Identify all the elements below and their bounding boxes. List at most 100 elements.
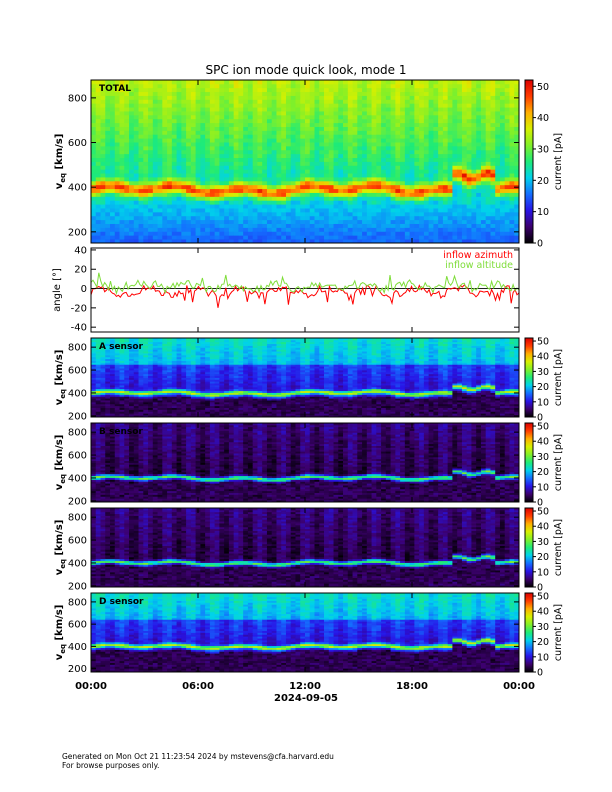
heatmap-cell xyxy=(214,161,220,166)
heatmap-cell xyxy=(214,184,220,190)
heatmap-cell xyxy=(371,122,377,127)
heatmap-cell xyxy=(490,91,496,96)
heatmap-cell xyxy=(195,177,201,182)
heatmap-cell xyxy=(271,161,277,166)
heatmap-cell xyxy=(461,161,468,166)
heatmap-cell xyxy=(152,373,158,377)
heatmap-cell xyxy=(461,231,468,236)
heatmap-cell xyxy=(276,149,282,155)
heatmap-cell xyxy=(362,126,368,131)
heatmap-cell xyxy=(266,211,273,217)
heatmap-cell xyxy=(271,200,277,205)
heatmap-cell xyxy=(442,99,449,104)
heatmap-cell xyxy=(114,349,120,352)
heatmap-cell xyxy=(167,339,173,343)
heatmap-cell xyxy=(433,99,439,104)
heatmap-cell xyxy=(190,142,197,147)
heatmap-cell xyxy=(138,343,144,346)
heatmap-cell xyxy=(485,126,491,131)
heatmap-cell xyxy=(490,103,496,108)
heatmap-cell xyxy=(171,122,177,127)
heatmap-cell xyxy=(300,192,306,197)
heatmap-cell xyxy=(305,107,311,112)
heatmap-cell xyxy=(138,411,144,414)
heatmap-cell xyxy=(114,411,120,414)
heatmap-cell xyxy=(129,177,135,182)
heatmap-cell xyxy=(504,103,510,108)
heatmap-cell xyxy=(228,208,235,213)
heatmap-cell xyxy=(219,99,225,104)
heatmap-cell xyxy=(338,99,344,104)
heatmap-cell xyxy=(124,398,130,401)
heatmap-cell xyxy=(300,103,306,108)
heatmap-cell xyxy=(438,184,444,190)
heatmap-cell xyxy=(190,345,197,348)
heatmap-cell xyxy=(457,223,463,228)
heatmap-cell xyxy=(205,360,211,363)
heatmap-cell xyxy=(148,369,154,373)
heatmap-cell xyxy=(228,223,235,228)
heatmap-cell xyxy=(285,223,292,228)
heatmap-cell xyxy=(362,211,368,217)
heatmap-cell xyxy=(233,165,239,170)
heatmap-cell xyxy=(195,354,201,358)
heatmap-cell xyxy=(262,91,268,96)
heatmap-cell xyxy=(181,188,187,193)
heatmap-cell xyxy=(138,169,144,174)
heatmap-cell xyxy=(499,208,506,213)
heatmap-cell xyxy=(442,219,449,224)
heatmap-cell xyxy=(105,347,111,350)
heatmap-cell xyxy=(409,180,415,186)
heatmap-cell xyxy=(133,192,139,197)
heatmap-cell xyxy=(328,196,334,201)
heatmap-cell xyxy=(205,157,211,162)
heatmap-cell xyxy=(167,401,173,405)
heatmap-cell xyxy=(395,177,401,182)
heatmap-cell xyxy=(247,99,254,104)
heatmap-cell xyxy=(152,126,158,131)
heatmap-cell xyxy=(514,165,520,170)
heatmap-cell xyxy=(114,371,120,375)
heatmap-cell xyxy=(319,134,325,139)
heatmap-cell xyxy=(209,398,216,401)
heatmap-cell xyxy=(157,383,163,386)
heatmap-cell xyxy=(419,204,425,209)
heatmap-cell xyxy=(252,219,258,224)
heatmap-cell xyxy=(305,153,311,159)
heatmap-cell xyxy=(133,208,139,213)
heatmap-cell xyxy=(167,341,173,345)
heatmap-cell xyxy=(181,341,187,345)
series-line-2 xyxy=(90,272,520,296)
heatmap-cell xyxy=(504,87,510,93)
heatmap-cell xyxy=(176,388,182,392)
heatmap-cell xyxy=(148,192,154,197)
heatmap-cell xyxy=(228,130,235,135)
heatmap-cell xyxy=(167,134,173,139)
heatmap-cell xyxy=(148,118,154,124)
heatmap-cell xyxy=(247,153,254,159)
heatmap-cell xyxy=(285,180,292,186)
heatmap-cell xyxy=(119,196,125,201)
heatmap-cell xyxy=(190,200,197,205)
heatmap-cell xyxy=(133,165,139,170)
heatmap-cell xyxy=(205,400,211,403)
heatmap-cell xyxy=(404,180,411,186)
heatmap-cell xyxy=(124,204,130,209)
heatmap-cell xyxy=(95,362,101,365)
heatmap-cell xyxy=(119,368,125,371)
heatmap-cell xyxy=(485,169,491,174)
heatmap-cell xyxy=(100,99,106,104)
heatmap-cell xyxy=(404,134,411,139)
heatmap-cell xyxy=(362,223,368,228)
heatmap-cell xyxy=(333,138,339,143)
heatmap-cell xyxy=(157,165,163,170)
heatmap-cell xyxy=(162,126,168,131)
heatmap-cell xyxy=(395,111,401,116)
heatmap-cell xyxy=(171,405,177,408)
heatmap-cell xyxy=(285,173,292,178)
heatmap-cell xyxy=(281,204,287,209)
heatmap-cell xyxy=(209,390,216,393)
heatmap-cell xyxy=(447,142,453,147)
heatmap-cell xyxy=(480,169,487,174)
heatmap-cell xyxy=(205,153,211,159)
